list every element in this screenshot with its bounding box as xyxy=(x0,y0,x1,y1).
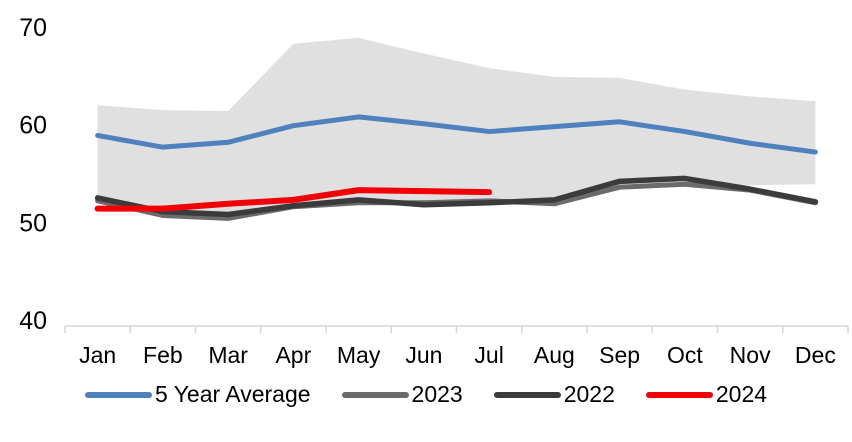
x-tick-label-mar: Mar xyxy=(208,342,248,368)
legend-swatch-5-year-average xyxy=(84,391,152,398)
x-tick-label-oct: Oct xyxy=(667,342,703,368)
x-tick-label-jul: Jul xyxy=(474,342,503,368)
legend-label-2022: 2022 xyxy=(563,381,615,407)
y-tick-label-60: 60 xyxy=(19,112,47,140)
legend-label-2023: 2023 xyxy=(411,381,463,407)
x-tick-label-nov: Nov xyxy=(730,342,771,368)
legend-label-2024: 2024 xyxy=(715,381,768,407)
x-tick-label-jun: Jun xyxy=(405,342,442,368)
x-tick-label-may: May xyxy=(337,342,381,368)
y-tick-label-70: 70 xyxy=(19,14,47,42)
y-tick-label-40: 40 xyxy=(19,307,47,335)
legend-item-2023[interactable]: 2023 xyxy=(341,381,463,407)
legend-item-5-year-average[interactable]: 5 Year Average xyxy=(84,381,311,407)
legend-swatch-2023 xyxy=(341,391,409,398)
legend-item-2022[interactable]: 2022 xyxy=(493,381,615,407)
legend-label-5-year-average: 5 Year Average xyxy=(154,381,311,407)
legend-swatch-2022 xyxy=(493,391,561,398)
legend-swatch-2024 xyxy=(645,391,713,398)
series-line-2024 xyxy=(94,187,493,212)
y-tick-label-50: 50 xyxy=(19,209,47,237)
series-line-5-year-average xyxy=(95,114,818,155)
x-tick-label-feb: Feb xyxy=(143,342,183,368)
plot-area: Jan Feb Mar Apr May Jun Jul Aug Sep Oct Nov Dec 40 50… xyxy=(19,14,849,368)
x-tick-label-jan: Jan xyxy=(79,342,116,368)
x-tick-label-dec: Dec xyxy=(795,342,836,368)
series-line-2022 xyxy=(94,175,819,218)
legend: 5 Year Average 2023 2022 2024 xyxy=(0,383,852,406)
x-tick-label-apr: Apr xyxy=(275,342,311,368)
x-tick-label-aug: Aug xyxy=(534,342,575,368)
x-tick-label-sep: Sep xyxy=(599,342,640,368)
legend-item-2024[interactable]: 2024 xyxy=(645,381,768,407)
